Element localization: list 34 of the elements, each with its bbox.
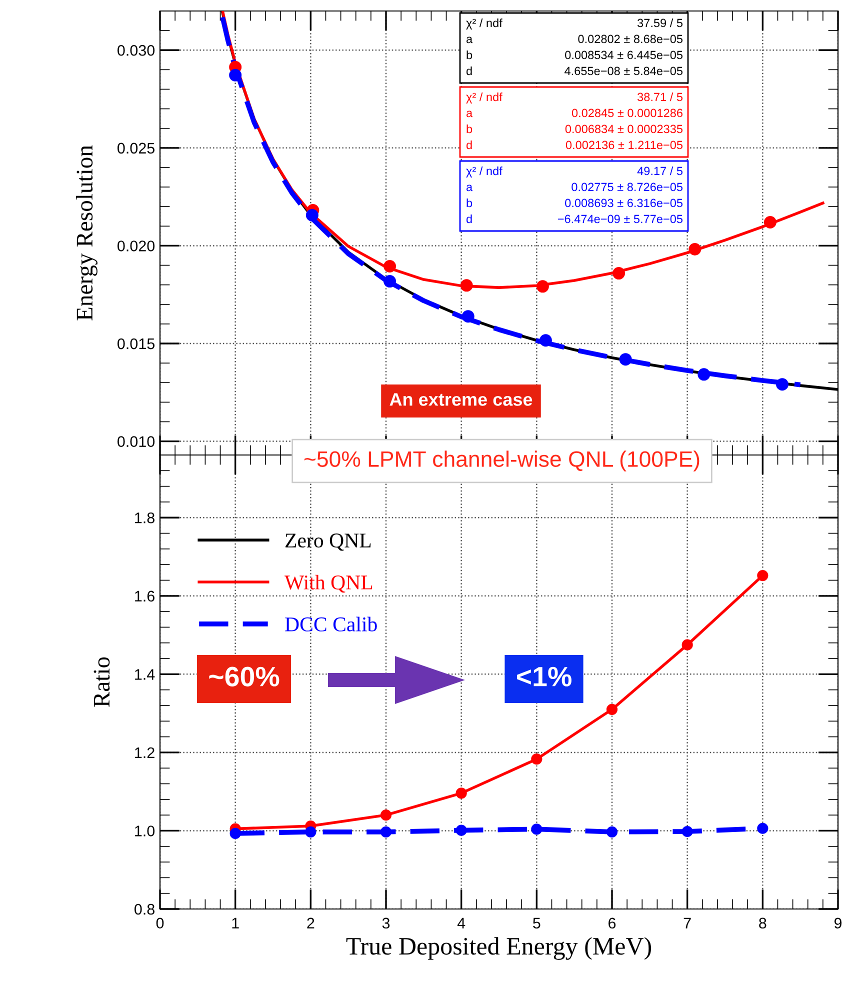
annotation: <1% xyxy=(516,666,572,686)
x-tick-label: 9 xyxy=(834,918,842,929)
x-tick-label: 7 xyxy=(684,918,691,928)
x-axis-title: True Deposited Energy (MeV) xyxy=(346,937,652,960)
x-tick-label: 4 xyxy=(457,918,466,928)
y-tick-label: 0.030 xyxy=(118,44,155,56)
x-tick-label: 8 xyxy=(759,918,766,929)
y-tick-label: 1.4 xyxy=(135,669,155,680)
x-tick-label: 1 xyxy=(232,918,239,928)
y-tick-label: 0.020 xyxy=(118,240,155,252)
y-tick-label: 1.2 xyxy=(135,747,154,758)
legend-label: Zero QNL xyxy=(286,534,371,551)
annotation: ~60% xyxy=(209,666,280,686)
y-tick-label: 0.015 xyxy=(118,338,154,350)
y-tick-label: 1.8 xyxy=(135,512,154,524)
legend-label: With QNL xyxy=(284,574,372,593)
y-tick-label: 0.025 xyxy=(118,142,154,154)
y-tick-label: 0.010 xyxy=(118,436,155,447)
x-tick-label: 6 xyxy=(608,918,616,929)
x-tick-label: 2 xyxy=(307,918,314,928)
y-axis-title: Ratio xyxy=(94,657,110,707)
annotation: An extreme case xyxy=(390,393,532,406)
text: χ² / ndf 49.17 / 5 a 0.02775 ± 8.726e−05 b 0.008693 ± 6.316e−05 d −6.474e−09 ± 5.77e−05 xyxy=(466,166,683,224)
y-tick-label: 1.0 xyxy=(135,826,155,836)
text: χ² / ndf 37.59 / 5 a 0.02802 ± 8.68e−05 b 0.008534 ± 6.445e−05 d 4.655e−08 ± 5.84e−05 xyxy=(466,18,683,76)
x-tick-label: 0 xyxy=(156,918,164,929)
text: χ² / ndf 38.71 / 5 a 0.02845 ± 0.0001286 b 0.006834 ± 0.0002335 d 0.002136 ± 1.211e−05 xyxy=(466,92,683,150)
x-tick-label: 5 xyxy=(533,918,540,929)
y-tick-label: 1.6 xyxy=(135,590,154,602)
annotation: ~50% LPMT channel-wise QNL (100PE) xyxy=(304,450,700,472)
legend-label: DCC Calib xyxy=(285,616,377,632)
x-tick-label: 3 xyxy=(382,918,390,929)
y-axis-title: Energy Resolution xyxy=(76,145,98,320)
y-tick-label: 0.8 xyxy=(134,904,154,915)
